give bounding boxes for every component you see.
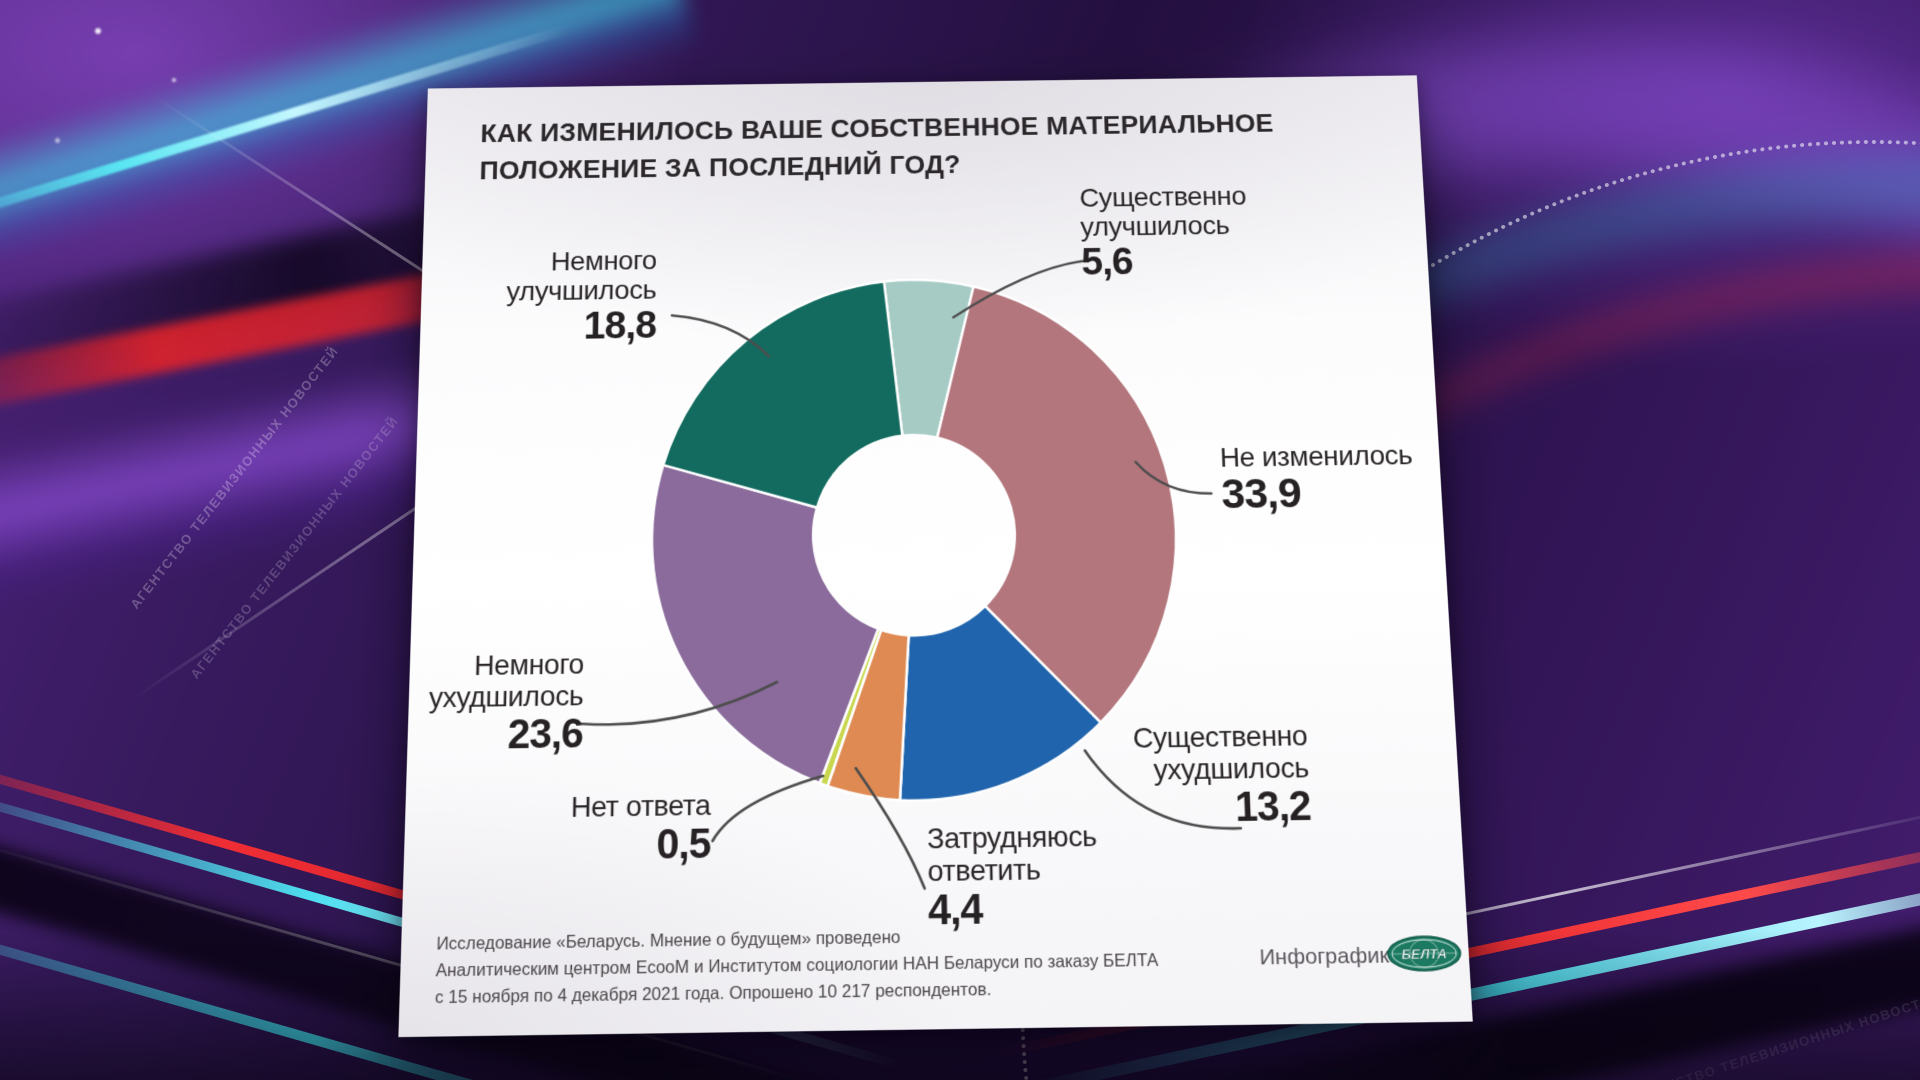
- label-text: Немного: [473, 648, 585, 682]
- label-text: ответить: [927, 853, 1041, 888]
- source-note: Исследование «Беларусь. Мнение о будущем…: [435, 921, 1160, 1012]
- donut-chart-svg: [398, 75, 1472, 1037]
- label-significantly-worsened: Существенно ухудшилось 13,2: [1132, 720, 1311, 832]
- label-value: 13,2: [1234, 783, 1312, 831]
- label-text: Затрудняюсь: [926, 819, 1098, 855]
- label-value: 0,5: [656, 821, 711, 869]
- pie-slice-2: [898, 604, 1103, 800]
- label-text: Существенно: [1079, 181, 1247, 213]
- label-value: 5,6: [1080, 240, 1134, 284]
- pie-slice-5: [649, 462, 879, 786]
- label-value: 18,8: [583, 304, 657, 348]
- pie-slice-3: [827, 629, 911, 801]
- infographic-credit: Инфографика: [1259, 943, 1403, 970]
- label-text: улучшилось: [506, 274, 657, 307]
- pie-slice-1: [935, 284, 1183, 725]
- label-text: ухудшилось: [428, 679, 584, 714]
- label-value: 23,6: [507, 711, 584, 758]
- label-text: Не изменилось: [1219, 439, 1413, 473]
- label-text: Немного: [550, 245, 657, 277]
- infographic-card: КАК ИЗМЕНИЛОСЬ ВАШЕ СОБСТВЕННОЕ МАТЕРИАЛ…: [398, 75, 1473, 1038]
- label-value: 33,9: [1220, 469, 1302, 519]
- callout-line-4: [713, 776, 824, 841]
- label-significantly-improved: Существенно улучшилось 5,6: [1079, 181, 1249, 283]
- label-slightly-worsened: Немного ухудшилось 23,6: [427, 648, 584, 759]
- label-not-changed: Не изменилось 33,9: [1219, 439, 1415, 519]
- pie-slice-6: [663, 281, 903, 509]
- label-slightly-improved: Немного улучшилось 18,8: [505, 245, 657, 348]
- label-no-answer: Нет ответа 0,5: [570, 789, 711, 869]
- belta-logo-text: БЕЛТА: [1401, 946, 1447, 962]
- label-text: Нет ответа: [570, 788, 711, 824]
- label-difficult-to-answer: Затрудняюсь ответить 4,4: [927, 820, 1099, 934]
- belta-logo: БЕЛТА: [1385, 934, 1464, 974]
- label-text: ухудшилось: [1152, 751, 1310, 786]
- label-text: Существенно: [1132, 719, 1309, 754]
- label-text: улучшилось: [1079, 210, 1230, 242]
